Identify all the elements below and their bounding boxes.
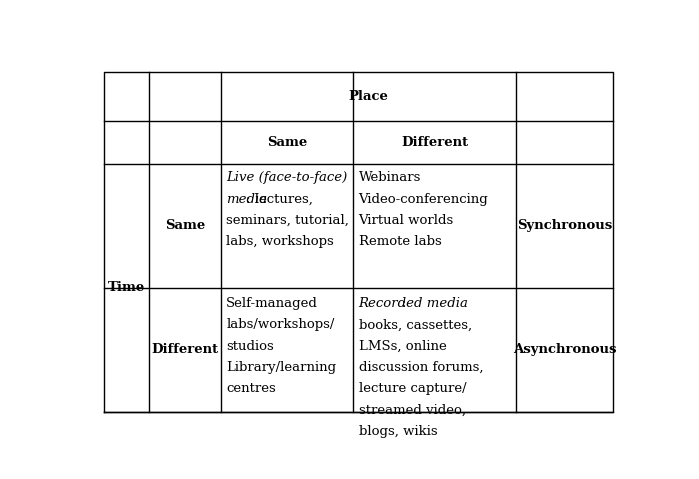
Text: : lectures,: : lectures,	[245, 193, 312, 205]
Text: media: media	[226, 193, 267, 205]
Text: LMSs, online: LMSs, online	[359, 340, 447, 353]
Text: lecture capture/: lecture capture/	[359, 383, 466, 396]
Text: Remote labs: Remote labs	[359, 235, 441, 249]
Text: Same: Same	[165, 219, 206, 232]
Text: :: :	[402, 297, 406, 310]
Text: Recorded media: Recorded media	[359, 297, 468, 310]
Text: Webinars: Webinars	[359, 171, 421, 184]
Text: Different: Different	[401, 136, 468, 149]
Text: Self-managed: Self-managed	[226, 297, 318, 310]
Text: Place: Place	[349, 91, 389, 103]
Text: Video-conferencing: Video-conferencing	[359, 193, 489, 205]
Text: seminars, tutorial,: seminars, tutorial,	[226, 214, 349, 227]
Text: Virtual worlds: Virtual worlds	[359, 214, 454, 227]
Text: studios: studios	[226, 340, 274, 353]
Text: centres: centres	[226, 383, 276, 396]
Text: blogs, wikis: blogs, wikis	[359, 425, 437, 438]
Text: Asynchronous: Asynchronous	[513, 343, 617, 356]
Text: streamed video,: streamed video,	[359, 404, 466, 417]
Text: Synchronous: Synchronous	[517, 219, 612, 232]
Text: labs, workshops: labs, workshops	[226, 235, 334, 249]
Text: books, cassettes,: books, cassettes,	[359, 319, 472, 331]
Text: Live (face-to-face): Live (face-to-face)	[226, 171, 347, 184]
Text: Library/learning: Library/learning	[226, 361, 336, 374]
Text: Time: Time	[108, 281, 145, 294]
Text: labs/workshops/: labs/workshops/	[226, 319, 335, 331]
Text: Different: Different	[152, 343, 219, 356]
Text: Same: Same	[267, 136, 307, 149]
Text: discussion forums,: discussion forums,	[359, 361, 483, 374]
